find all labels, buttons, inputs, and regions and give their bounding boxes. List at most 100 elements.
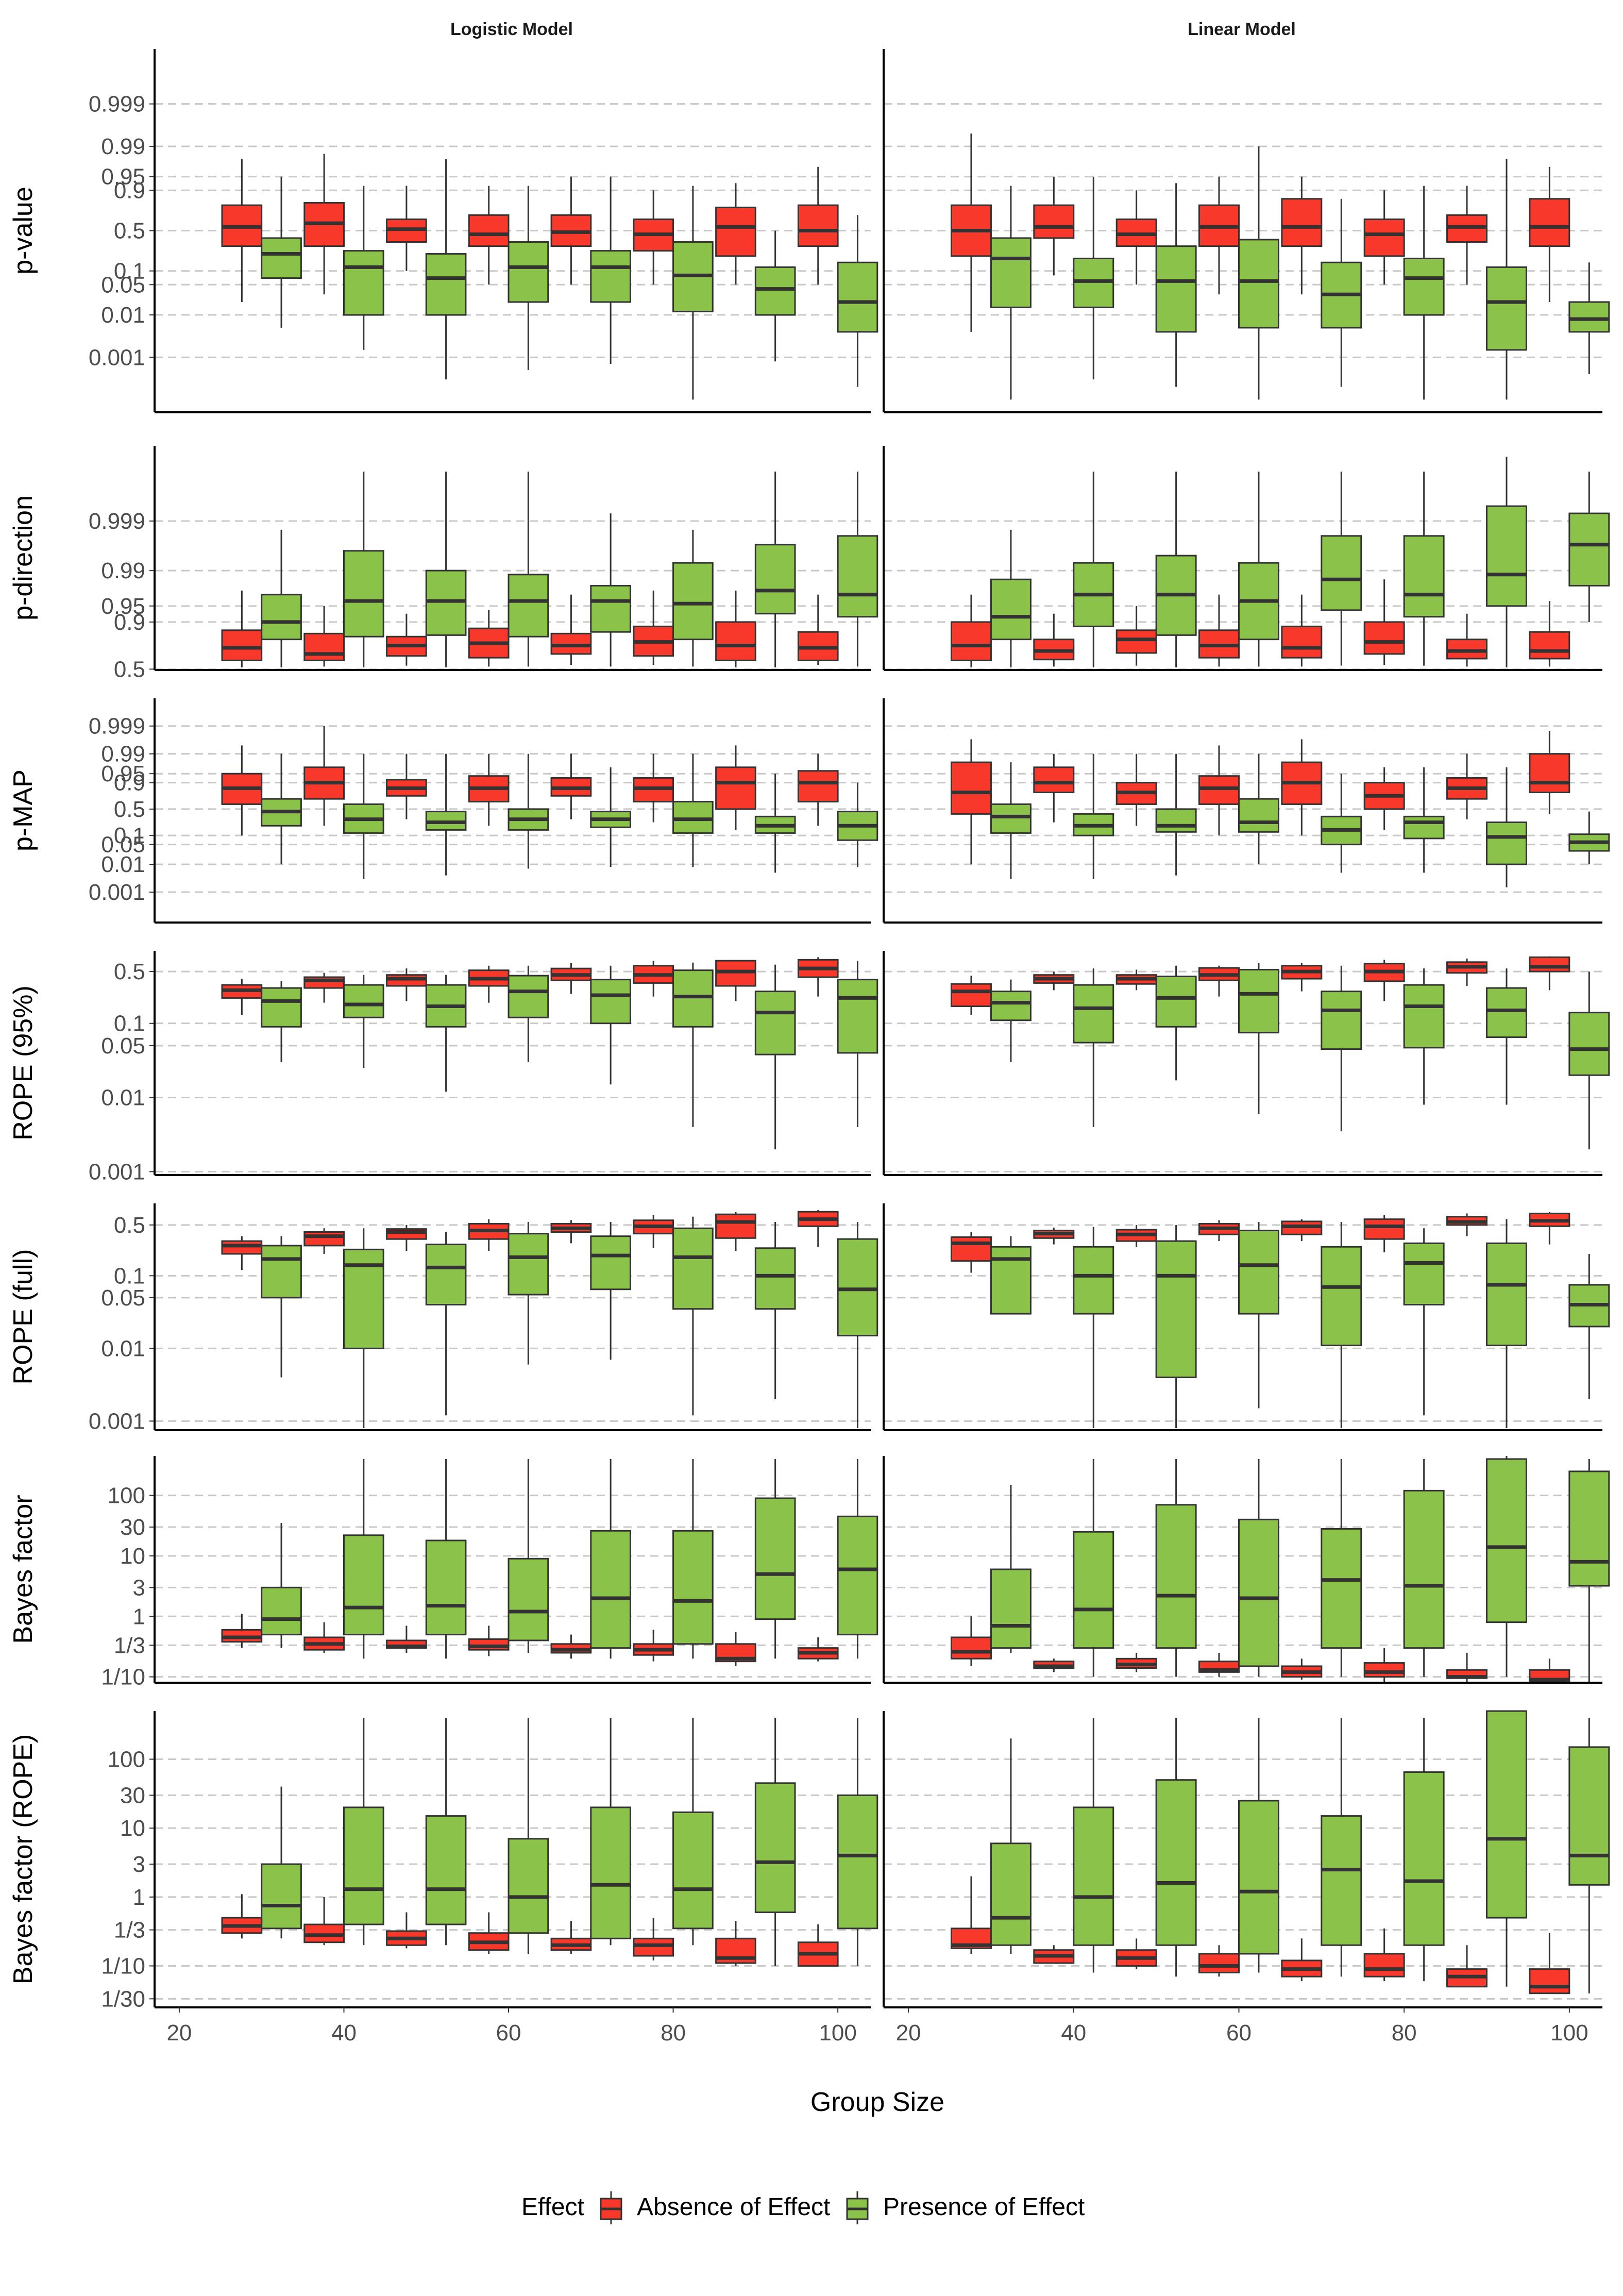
y-tick-label: 0.9 bbox=[114, 178, 145, 203]
box-iqr bbox=[1155, 245, 1197, 333]
box-iqr bbox=[468, 1638, 510, 1651]
box-presence bbox=[508, 1221, 549, 1365]
box-absence bbox=[950, 1876, 992, 1954]
box-absence bbox=[303, 1622, 345, 1653]
box-presence bbox=[508, 1459, 549, 1653]
box-iqr bbox=[425, 1815, 467, 1925]
box-iqr bbox=[1155, 808, 1197, 833]
box-absence bbox=[303, 1228, 345, 1254]
box-iqr bbox=[221, 1240, 263, 1255]
box-absence bbox=[468, 1219, 510, 1251]
box-presence bbox=[1568, 811, 1610, 865]
box-presence bbox=[837, 782, 878, 867]
y-tick-label: 1/3 bbox=[114, 1918, 145, 1943]
box-iqr bbox=[1073, 1246, 1114, 1315]
box-absence bbox=[468, 1912, 510, 1954]
box-absence bbox=[1446, 1213, 1488, 1236]
x-tick-label: 80 bbox=[661, 2020, 686, 2046]
box-presence bbox=[754, 230, 796, 362]
box-iqr bbox=[1568, 1470, 1610, 1587]
y-tick-label: 100 bbox=[108, 1483, 145, 1509]
box-iqr bbox=[672, 1811, 714, 1930]
y-tick-label: 0.9 bbox=[114, 770, 145, 796]
box-presence bbox=[837, 1459, 878, 1659]
box-presence bbox=[1155, 1717, 1197, 1977]
box-presence bbox=[990, 1236, 1032, 1315]
box-absence bbox=[1115, 969, 1157, 991]
box-iqr bbox=[1321, 1246, 1362, 1347]
box-iqr bbox=[1486, 987, 1527, 1038]
box-presence bbox=[1486, 457, 1527, 668]
box-presence bbox=[343, 975, 384, 1068]
box-presence bbox=[261, 529, 302, 668]
box-presence bbox=[1486, 1710, 1527, 1987]
box-presence bbox=[1403, 186, 1445, 400]
box-absence bbox=[386, 613, 427, 666]
box-iqr bbox=[221, 629, 263, 661]
axis-layer: 0.0010.010.050.10.50.90.950.990.999p-val… bbox=[8, 49, 1602, 2046]
box-presence bbox=[508, 186, 549, 371]
box-iqr bbox=[590, 250, 631, 303]
box-presence bbox=[990, 529, 1032, 668]
box-iqr bbox=[261, 1245, 302, 1299]
box-iqr bbox=[590, 584, 631, 633]
box-presence bbox=[837, 472, 878, 667]
box-absence bbox=[550, 963, 592, 994]
x-tick-label: 100 bbox=[819, 2020, 856, 2046]
y-tick-label: 0.1 bbox=[114, 259, 145, 284]
box-presence bbox=[1238, 1221, 1279, 1409]
box-iqr bbox=[590, 1806, 631, 1939]
box-presence bbox=[1321, 1221, 1362, 1429]
box-presence bbox=[1073, 753, 1114, 879]
box-absence bbox=[1529, 1933, 1570, 1995]
box-iqr bbox=[425, 1539, 467, 1636]
box-absence bbox=[950, 739, 992, 865]
box-presence bbox=[1155, 472, 1197, 668]
box-presence bbox=[1321, 472, 1362, 666]
box-iqr bbox=[1321, 991, 1362, 1050]
box-presence bbox=[261, 981, 302, 1062]
box-absence bbox=[1281, 1219, 1323, 1242]
box-iqr bbox=[672, 969, 714, 1028]
box-iqr bbox=[715, 1213, 756, 1239]
box-presence bbox=[425, 1459, 467, 1659]
x-axis-title: Group Size bbox=[810, 2087, 944, 2117]
box-absence bbox=[1281, 963, 1323, 992]
box-iqr bbox=[1281, 625, 1323, 659]
box-iqr bbox=[754, 1247, 796, 1310]
box-presence bbox=[261, 176, 302, 328]
box-presence bbox=[590, 1459, 631, 1659]
box-presence bbox=[990, 186, 1032, 400]
y-tick-label: 0.05 bbox=[101, 1033, 145, 1059]
box-presence bbox=[990, 979, 1032, 1062]
legend: Effect Absence of Effect Presence of Eff… bbox=[521, 2191, 1085, 2224]
box-absence bbox=[1446, 613, 1488, 667]
box-presence bbox=[1155, 753, 1197, 876]
y-tick-label: 0.05 bbox=[101, 832, 145, 858]
y-tick-label: 10 bbox=[120, 1816, 145, 1841]
box-absence bbox=[468, 753, 510, 826]
box-iqr bbox=[508, 1838, 549, 1934]
box-presence bbox=[672, 529, 714, 667]
y-tick-label: 0.001 bbox=[89, 1409, 145, 1434]
box-presence bbox=[672, 186, 714, 400]
box-absence bbox=[1363, 579, 1405, 665]
box-absence bbox=[468, 186, 510, 285]
box-iqr bbox=[343, 1806, 384, 1925]
box-absence bbox=[221, 745, 263, 836]
x-tick-label: 60 bbox=[1226, 2020, 1252, 2046]
row-y-label: ROPE (95%) bbox=[8, 985, 38, 1141]
box-presence bbox=[1073, 1459, 1114, 1677]
box-iqr bbox=[754, 1782, 796, 1913]
y-tick-label: 0.01 bbox=[101, 303, 145, 328]
box-presence bbox=[1486, 968, 1527, 1105]
box-absence bbox=[468, 610, 510, 667]
box-absence bbox=[468, 1625, 510, 1656]
box-absence bbox=[1446, 753, 1488, 819]
box-presence bbox=[1073, 472, 1114, 668]
box-iqr bbox=[1198, 775, 1240, 805]
box-absence bbox=[950, 1616, 992, 1666]
box-absence bbox=[1198, 745, 1240, 836]
box-presence bbox=[672, 1216, 714, 1416]
box-absence bbox=[797, 753, 839, 826]
